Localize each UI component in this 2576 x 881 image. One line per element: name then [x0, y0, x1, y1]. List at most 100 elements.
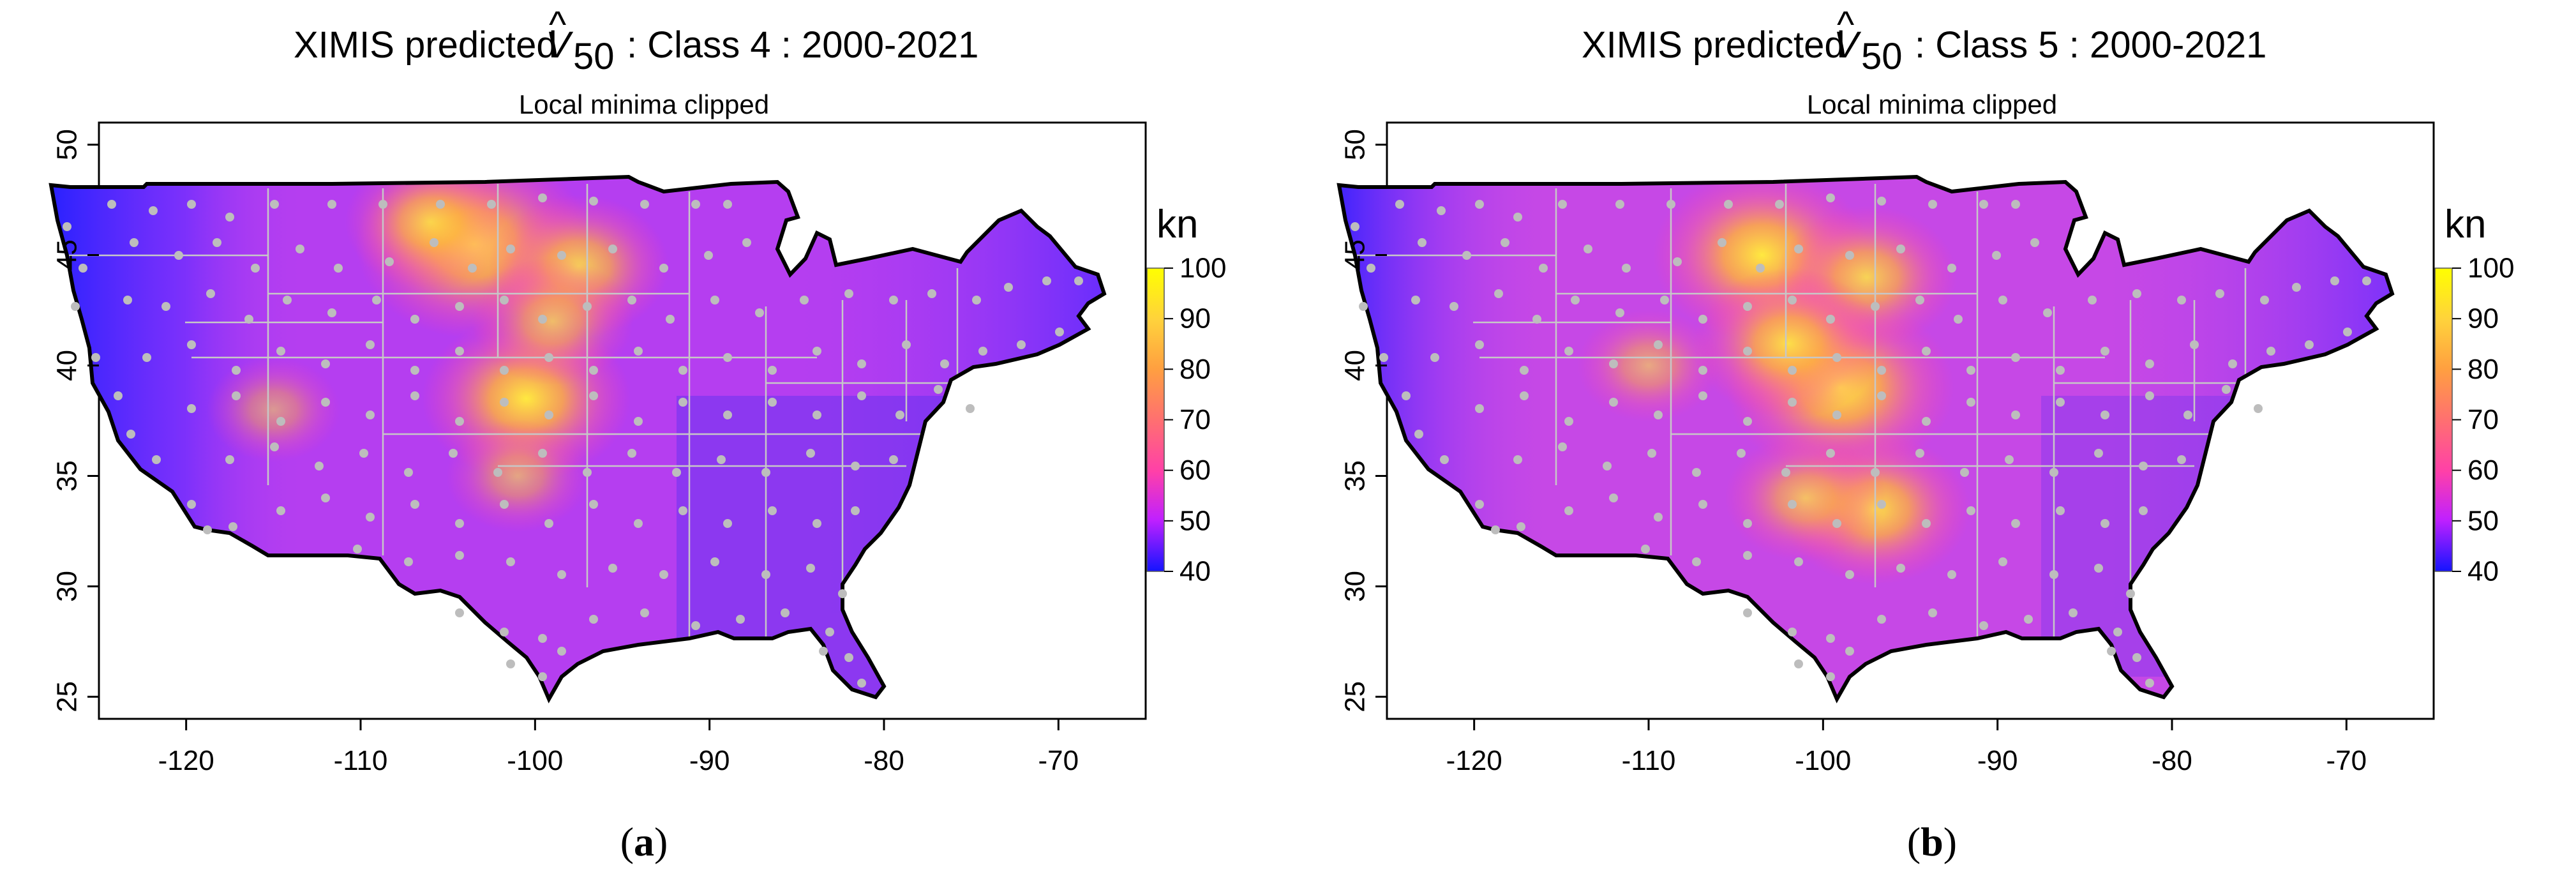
- station-point: [538, 315, 547, 324]
- station-point: [436, 200, 445, 209]
- station-point: [940, 359, 949, 368]
- x-tick-label: -70: [2326, 745, 2367, 776]
- station-point: [1877, 615, 1886, 624]
- station-point: [800, 296, 809, 305]
- station-point: [1449, 302, 1458, 311]
- station-point: [2292, 283, 2301, 292]
- state-borders: [1345, 184, 2296, 638]
- station-point: [1718, 238, 1726, 247]
- panel-title-suffix: : Class 5 : 2000-2021: [1915, 24, 2266, 66]
- colorbar-unit: kn: [1157, 202, 1198, 246]
- station-point: [1692, 557, 1701, 566]
- station-point: [1558, 442, 1567, 451]
- station-point: [321, 359, 330, 368]
- hotspot: [1577, 309, 1720, 422]
- station-point: [889, 455, 898, 464]
- y-tick-label: 25: [1340, 681, 1371, 712]
- station-point: [1826, 449, 1835, 458]
- y-tick-label: 50: [1340, 129, 1371, 160]
- station-point: [2343, 328, 2352, 336]
- hotspot-layer: [1577, 177, 1970, 585]
- station-point: [1379, 353, 1388, 362]
- colorbar-label: 60: [2467, 455, 2499, 486]
- station-point: [538, 634, 547, 643]
- station-point: [2094, 449, 2103, 458]
- station-point: [1698, 366, 1707, 375]
- station-point: [1520, 391, 1529, 400]
- station-point: [1520, 366, 1529, 375]
- station-point: [1743, 551, 1752, 560]
- panel-subtitle: Local minima clipped: [1807, 89, 2057, 119]
- station-point: [1414, 430, 1423, 439]
- heatmap-field: [1339, 177, 2392, 699]
- station-point: [2088, 296, 2097, 305]
- station-point: [1491, 525, 1500, 534]
- station-point: [544, 519, 553, 528]
- station-point: [1609, 359, 1618, 368]
- station-point: [723, 353, 732, 362]
- station-point: [270, 200, 279, 209]
- station-point: [1475, 200, 1484, 209]
- station-point: [2254, 404, 2263, 413]
- hotspot-layer: [206, 177, 669, 532]
- station-point: [781, 608, 790, 617]
- hotspot: [1725, 434, 1887, 562]
- station-point: [1788, 628, 1797, 636]
- station-point: [1832, 519, 1841, 528]
- colorbar-label: 40: [2467, 556, 2499, 587]
- station-point: [1871, 468, 1880, 477]
- colorbar-labels: 100 90 80 70 60 50 40: [1164, 253, 1226, 587]
- station-point: [589, 366, 598, 375]
- station-point: [1998, 296, 2007, 305]
- station-point: [506, 557, 515, 566]
- x-axis: -120 -110 -100 -90 -80 -70: [1446, 719, 2367, 776]
- station-point: [806, 564, 815, 573]
- station-point: [1666, 200, 1675, 209]
- station-point: [1871, 302, 1880, 311]
- station-point: [1017, 340, 1026, 349]
- station-point: [1501, 238, 1509, 247]
- x-tick-label: -90: [1977, 745, 2018, 776]
- station-point: [161, 302, 170, 311]
- station-point: [2362, 276, 2371, 285]
- station-point: [1826, 315, 1835, 324]
- station-point: [1692, 468, 1701, 477]
- y-tick-label: 30: [1340, 571, 1371, 602]
- station-point: [1359, 302, 1368, 311]
- station-point: [736, 615, 745, 624]
- station-point: [1698, 391, 1707, 400]
- station-point: [1367, 264, 1375, 273]
- station-point: [1411, 296, 1420, 305]
- station-point: [1462, 251, 1471, 260]
- station-point: [844, 289, 853, 298]
- station-point: [640, 608, 649, 617]
- subscript: 50: [1861, 36, 1903, 77]
- station-point: [2100, 347, 2109, 356]
- hotspot: [1693, 267, 1883, 419]
- station-point: [187, 200, 196, 209]
- station-point: [1775, 200, 1784, 209]
- station-point: [972, 296, 981, 305]
- station-point: [79, 264, 87, 273]
- station-point: [187, 500, 196, 509]
- station-layer: [63, 193, 1083, 688]
- plot-frame: [98, 121, 1147, 720]
- v-symbol: V: [1834, 24, 1862, 66]
- station-point: [2183, 410, 2192, 419]
- station-point: [2049, 468, 2058, 477]
- station-point: [1516, 522, 1525, 531]
- station-point: [1794, 659, 1803, 668]
- colorbar-label: 60: [1179, 455, 1211, 486]
- station-point: [678, 398, 687, 407]
- station-point: [934, 385, 943, 394]
- station-point: [1564, 506, 1573, 515]
- panel-title-prefix: XIMIS predicted: [294, 24, 557, 66]
- hat-symbol: ^: [549, 4, 566, 45]
- station-point: [557, 570, 566, 579]
- station-point: [63, 222, 71, 231]
- station-point: [2177, 296, 2186, 305]
- station-point: [1539, 264, 1548, 273]
- colorbar-label: 70: [1179, 404, 1211, 435]
- station-point: [2100, 519, 2109, 528]
- station-point: [812, 347, 821, 356]
